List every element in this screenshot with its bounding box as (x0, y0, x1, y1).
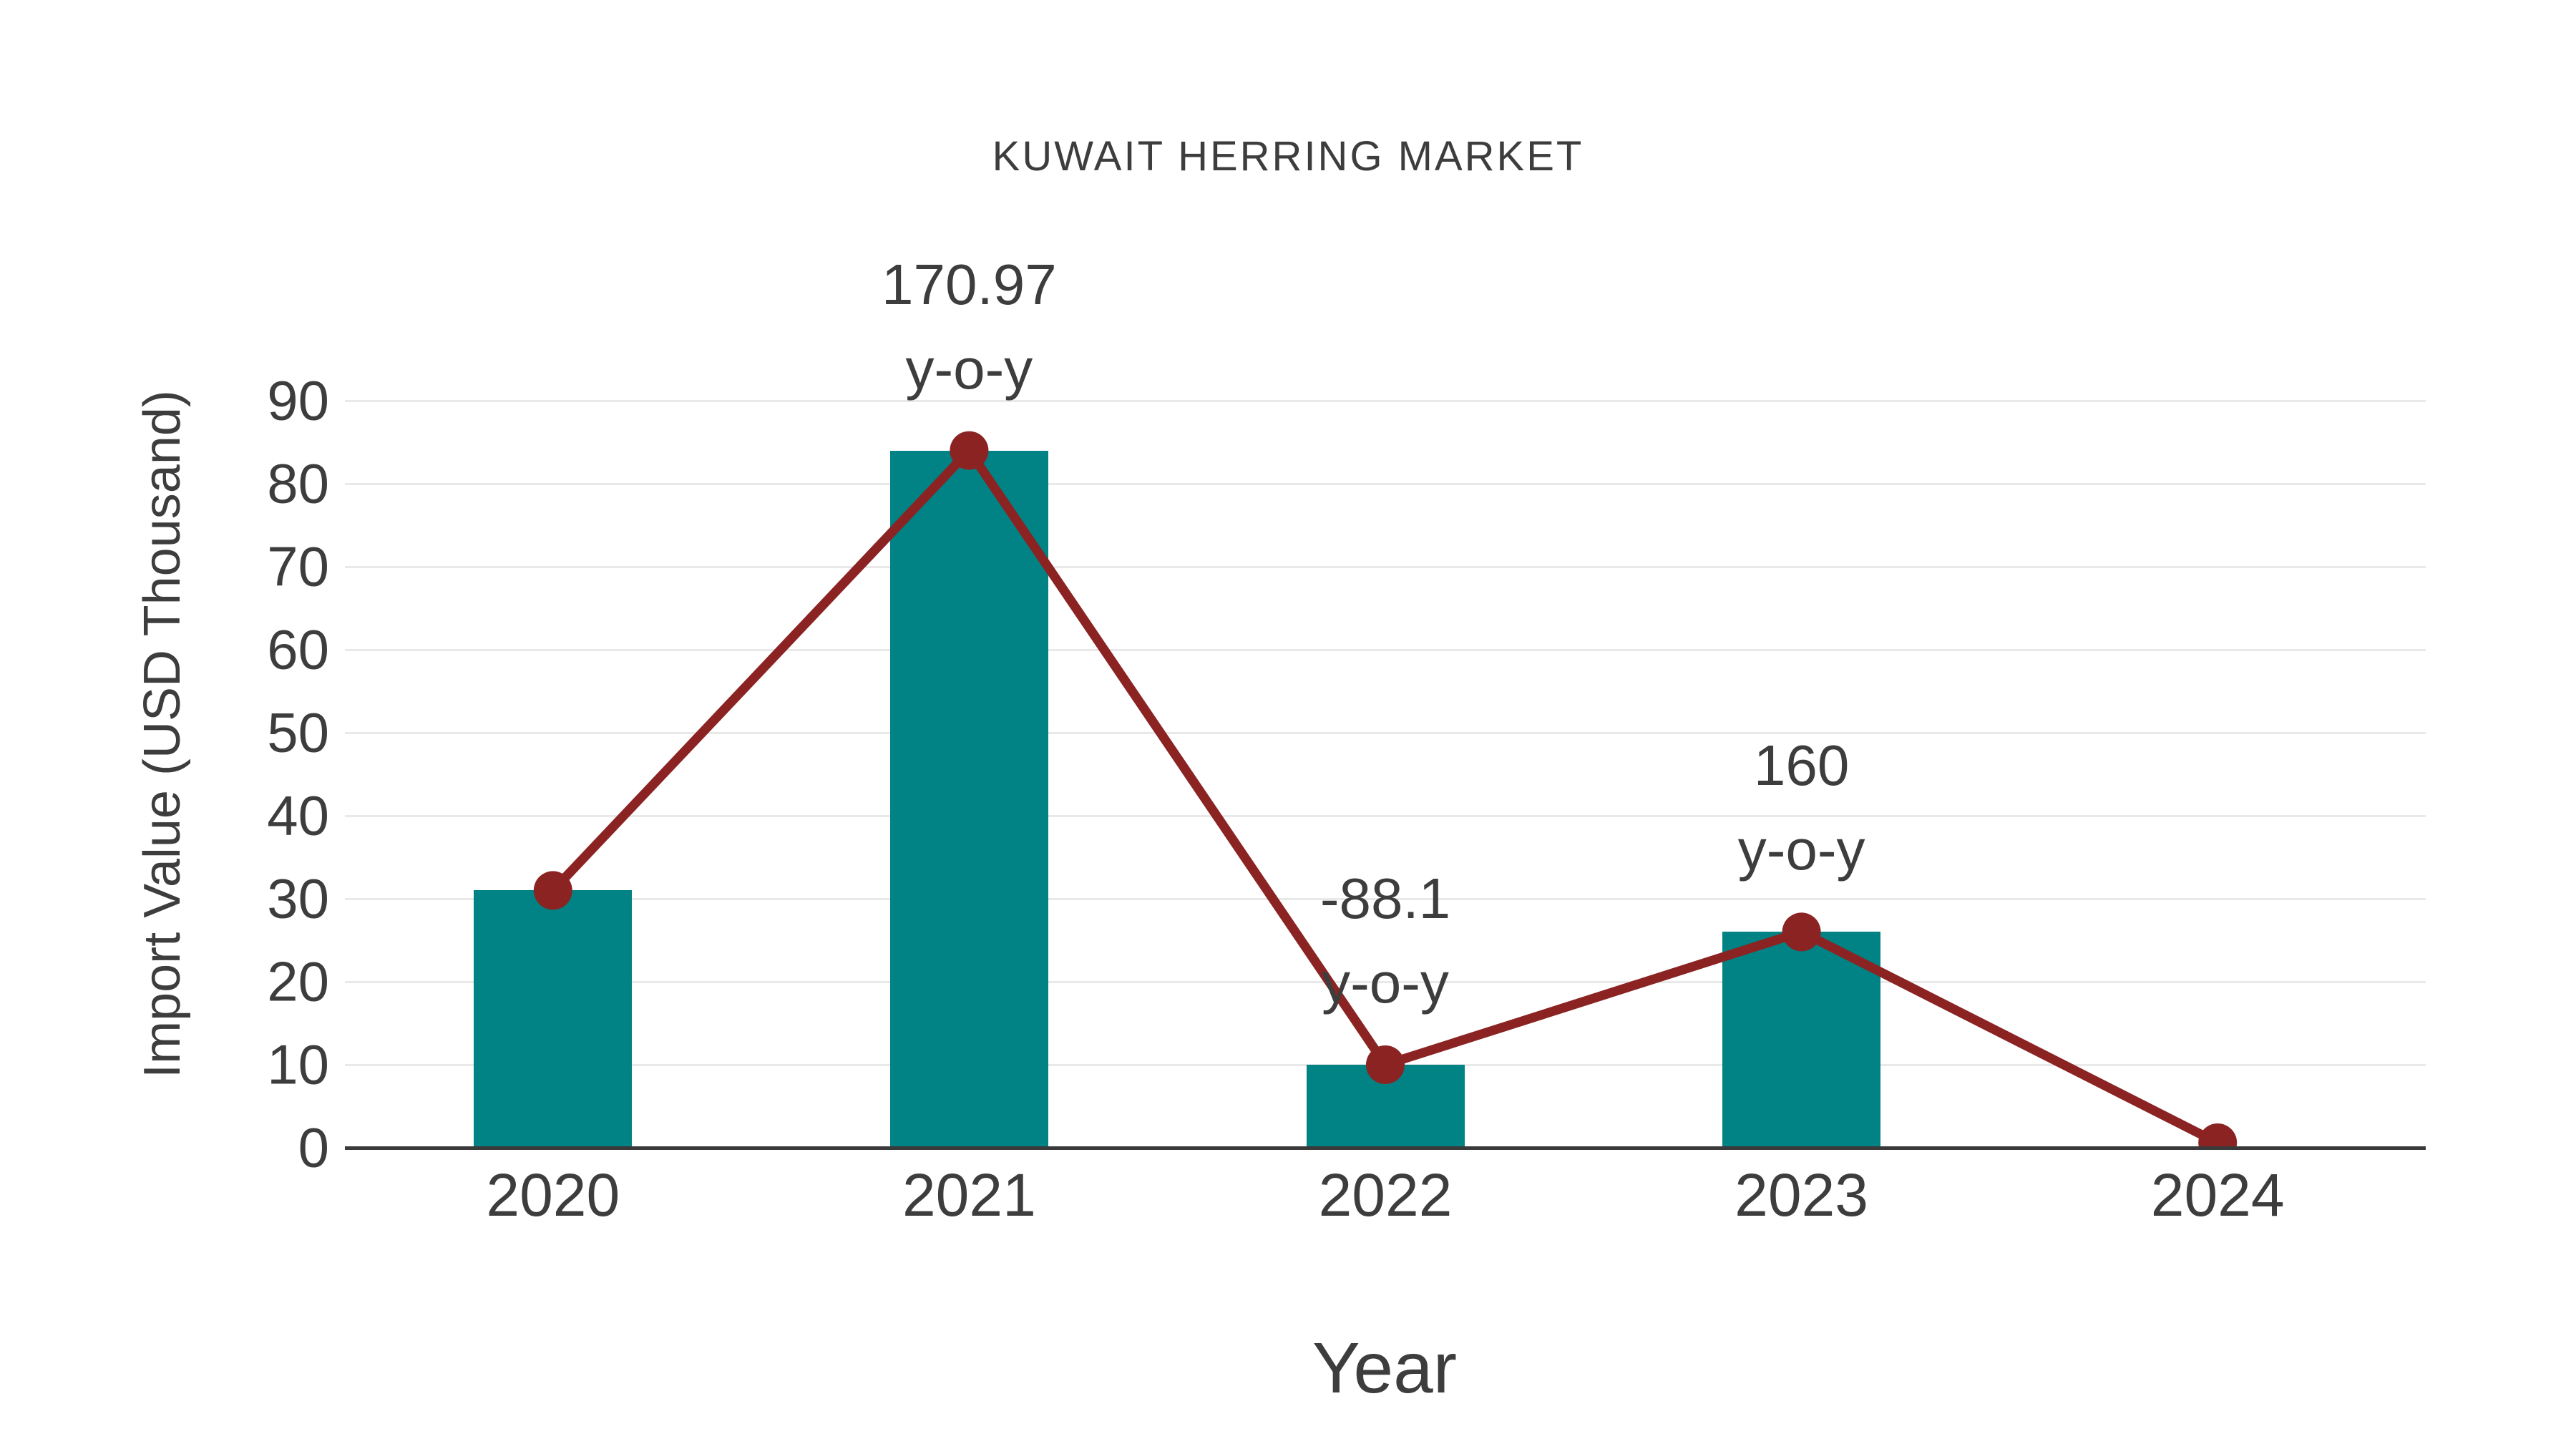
x-tick-label-2021: 2021 (902, 1161, 1036, 1229)
gridline-60 (345, 649, 2426, 651)
annotation-value: 160 (1753, 733, 1850, 798)
y-tick-label-30: 30 (267, 867, 329, 930)
y-tick-label-90: 90 (267, 369, 329, 432)
x-tick-label-2020: 2020 (486, 1161, 620, 1229)
annotation-yoy-label: y-o-y (1737, 818, 1865, 882)
y-tick-label-60: 60 (267, 618, 329, 681)
annotation-value: 170.97 (882, 252, 1057, 316)
y-tick-label-50: 50 (267, 701, 329, 764)
gridline-70 (345, 566, 2426, 568)
annotation-yoy-label: y-o-y (1322, 951, 1449, 1015)
chart-title: KUWAIT HERRING MARKET (992, 133, 1584, 180)
gridline-30 (345, 898, 2426, 900)
gridline-80 (345, 483, 2426, 485)
line-marker-2024 (2198, 1123, 2238, 1148)
line-series (533, 431, 2238, 1148)
x-axis-line (345, 1146, 2426, 1150)
x-axis-title: Year (1312, 1328, 1458, 1408)
y-tick-label-10: 10 (267, 1033, 329, 1096)
y-tick-label-0: 0 (298, 1116, 329, 1179)
bar-2021 (889, 450, 1048, 1148)
y-tick-label-40: 40 (267, 784, 329, 847)
bar-2023 (1722, 932, 1881, 1148)
x-tick-label-2022: 2022 (1318, 1161, 1453, 1229)
line-marker-2022 (1366, 1045, 1405, 1084)
gridline-40 (345, 815, 2426, 817)
annotation-2023: 160 y-o-y (1587, 723, 2016, 892)
annotation-2021: 170.97 y-o-y (754, 243, 1184, 411)
line-marker-2023 (1782, 912, 1821, 952)
annotation-2022: -88.1 y-o-y (1171, 857, 1600, 1025)
gridline-50 (345, 732, 2426, 734)
y-tick-label-70: 70 (267, 535, 329, 598)
y-tick-label-80: 80 (267, 452, 329, 515)
y-tick-label-20: 20 (267, 950, 329, 1013)
x-tick-label-2023: 2023 (1735, 1161, 1869, 1229)
annotation-yoy-label: y-o-y (905, 336, 1033, 401)
line-marker-2020 (533, 871, 572, 910)
gridline-90 (345, 400, 2426, 402)
line-marker-2021 (950, 431, 989, 470)
x-tick-label-2024: 2024 (2150, 1161, 2285, 1229)
annotation-value: -88.1 (1319, 867, 1451, 930)
gridline-20 (345, 981, 2426, 983)
bar-2020 (474, 890, 633, 1148)
